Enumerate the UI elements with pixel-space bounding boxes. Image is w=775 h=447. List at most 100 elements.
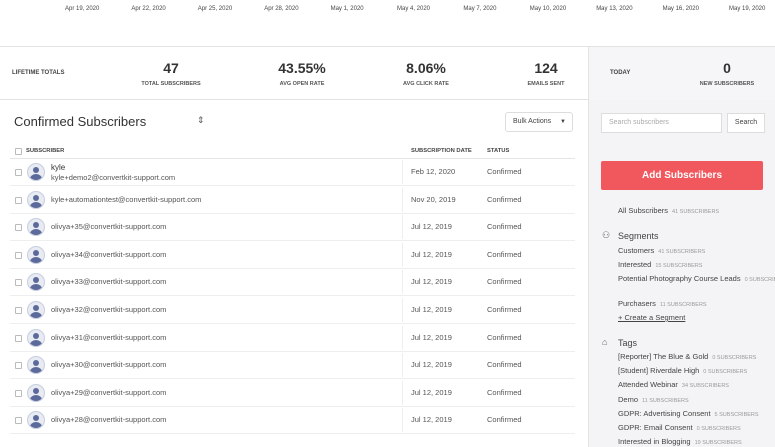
item-name: Demo — [618, 394, 639, 404]
col-divider — [402, 298, 403, 322]
subscriber-email[interactable]: olivya+33@convertkit-support.com — [51, 277, 167, 287]
status: Confirmed — [487, 332, 522, 342]
subscriber-email[interactable]: olivya+31@convertkit-support.com — [51, 332, 167, 342]
subscription-date: Jul 12, 2019 — [411, 332, 452, 342]
row-border — [10, 378, 575, 380]
avatar-body — [30, 284, 42, 291]
sidebar-item[interactable]: Customers 41 SUBSCRIBERS — [618, 246, 705, 255]
sidebar-item[interactable]: Potential Photography Course Leads 0 SUBS… — [618, 274, 775, 283]
avatar-body — [30, 422, 42, 429]
row-checkbox[interactable] — [15, 251, 22, 259]
row-border — [10, 323, 575, 324]
stat-value: 0 — [723, 60, 731, 76]
subscriber-email[interactable]: olivya+32@convertkit-support.com — [51, 305, 167, 314]
item-name: [Reporter] The Blue & Gold — [618, 352, 709, 361]
create-segment[interactable]: + Create a Segment — [618, 313, 686, 322]
subscriber-email[interactable]: olivya+29@convertkit-support.com — [51, 387, 167, 397]
sidebar-item[interactable]: All Subscribers 41 SUBSCRIBERS — [618, 206, 719, 215]
search-input[interactable]: Search subscribers — [601, 113, 722, 133]
status: Confirmed — [487, 415, 522, 425]
row-border — [10, 433, 575, 435]
item-count: 0 SUBSCRIBERS — [712, 355, 757, 361]
axis-date: Apr 19, 2020 — [65, 6, 100, 12]
tags-title: Tags — [618, 338, 638, 348]
sidebar-item[interactable]: [Student] Riverdale High 0 SUBSCRIBERS — [618, 366, 747, 375]
status: Confirmed — [487, 222, 522, 232]
avatar-head — [33, 305, 39, 311]
search-button[interactable]: Search — [727, 113, 765, 133]
subscriber-email[interactable]: kyle+demo2@convertkit-support.com — [51, 173, 176, 182]
row-border — [10, 212, 575, 214]
avatar — [27, 411, 45, 430]
subscriber-name[interactable]: kyle — [51, 163, 66, 172]
sidebar-item[interactable]: Demo 11 SUBSCRIBERS — [618, 395, 689, 404]
item-count: 0 SUBSCRIBERS — [744, 277, 775, 283]
item-count: 19 SUBSCRIBERS — [694, 440, 742, 447]
avatar — [27, 245, 45, 264]
totals-label: LIFETIME TOTALS — [12, 70, 65, 76]
row-checkbox[interactable] — [15, 362, 22, 370]
add-subscribers-button[interactable]: Add Subscribers — [601, 161, 763, 190]
bulk-actions[interactable]: Bulk Actions ▼ — [505, 112, 573, 132]
row-checkbox[interactable] — [15, 279, 22, 287]
sidebar-item[interactable]: Attended Webinar 34 SUBSCRIBERS — [618, 380, 729, 389]
col-divider — [402, 408, 403, 433]
avatar — [27, 383, 45, 402]
item-name: Potential Photography Course Leads — [618, 274, 741, 283]
row-checkbox[interactable] — [15, 417, 22, 425]
row-border — [10, 405, 575, 407]
item-count: 34 SUBSCRIBERS — [681, 383, 729, 390]
subscriber-email[interactable]: olivya+35@convertkit-support.com — [51, 222, 167, 232]
subscriber-email[interactable]: olivya+34@convertkit-support.com — [51, 249, 167, 259]
subscription-date: Feb 12, 2020 — [411, 167, 456, 176]
row-border — [10, 267, 575, 269]
item-count: 0 SUBSCRIBERS — [696, 426, 741, 432]
row-checkbox[interactable] — [15, 169, 22, 176]
row-checkbox[interactable] — [15, 334, 22, 342]
sidebar-item[interactable]: GDPR: Email Consent 0 SUBSCRIBERS — [618, 423, 741, 432]
row-border — [10, 350, 575, 352]
col-divider — [402, 325, 403, 350]
avatar-head — [33, 194, 39, 201]
subscriber-email[interactable]: kyle+automationtest@convertkit-support.c… — [51, 194, 202, 204]
sidebar-item[interactable]: Interested in Blogging 19 SUBSCRIBERS — [618, 437, 742, 446]
avatar-head — [33, 222, 39, 229]
item-count: 11 SUBSCRIBERS — [642, 397, 689, 404]
item-count: 0 SUBSCRIBERS — [703, 369, 748, 376]
sidebar-item[interactable]: [Reporter] The Blue & Gold 0 SUBSCRIBERS — [618, 352, 756, 361]
col-divider — [402, 242, 403, 267]
item-name: Attended Webinar — [618, 380, 678, 390]
subscription-date: Jul 12, 2019 — [411, 415, 452, 425]
sidebar-lower — [589, 100, 775, 447]
item-name: GDPR: Advertising Consent — [618, 408, 711, 418]
sidebar-item[interactable]: Interested 15 SUBSCRIBERS — [618, 260, 702, 269]
status: Confirmed — [487, 249, 522, 259]
item-name: [Student] Riverdale High — [618, 366, 700, 376]
stat-value: 43.55% — [278, 60, 326, 76]
avatar-body — [30, 256, 42, 263]
status: Confirmed — [487, 305, 522, 314]
avatar-head — [33, 167, 39, 173]
segments-title: Segments — [618, 231, 659, 241]
sidebar-item[interactable]: GDPR: Advertising Consent 5 SUBSCRIBERS — [618, 409, 759, 418]
avatar — [27, 273, 45, 292]
axis-date: May 1, 2020 — [330, 6, 364, 12]
axis-date: May 13, 2020 — [596, 6, 633, 12]
stat-label: NEW SUBSCRIBERS — [699, 81, 755, 87]
avatar — [27, 190, 45, 209]
item-count: 15 SUBSCRIBERS — [655, 263, 703, 269]
avatar-body — [30, 394, 42, 401]
list-title: Confirmed Subscribers — [14, 114, 147, 129]
tags-icon: ⌂ — [602, 337, 608, 347]
row-checkbox[interactable] — [15, 307, 22, 314]
sidebar-item[interactable]: Purchasers 11 SUBSCRIBERS — [618, 299, 707, 308]
avatar — [27, 218, 45, 237]
row-border — [10, 295, 575, 297]
subscriber-email[interactable]: olivya+30@convertkit-support.com — [51, 360, 167, 370]
subscriber-email[interactable]: olivya+28@convertkit-support.com — [51, 415, 167, 425]
column-header: SUBSCRIPTION DATE — [411, 148, 472, 154]
row-checkbox[interactable] — [15, 224, 22, 232]
row-checkbox[interactable] — [15, 389, 22, 397]
row-checkbox[interactable] — [15, 196, 22, 204]
col-divider — [402, 160, 403, 184]
